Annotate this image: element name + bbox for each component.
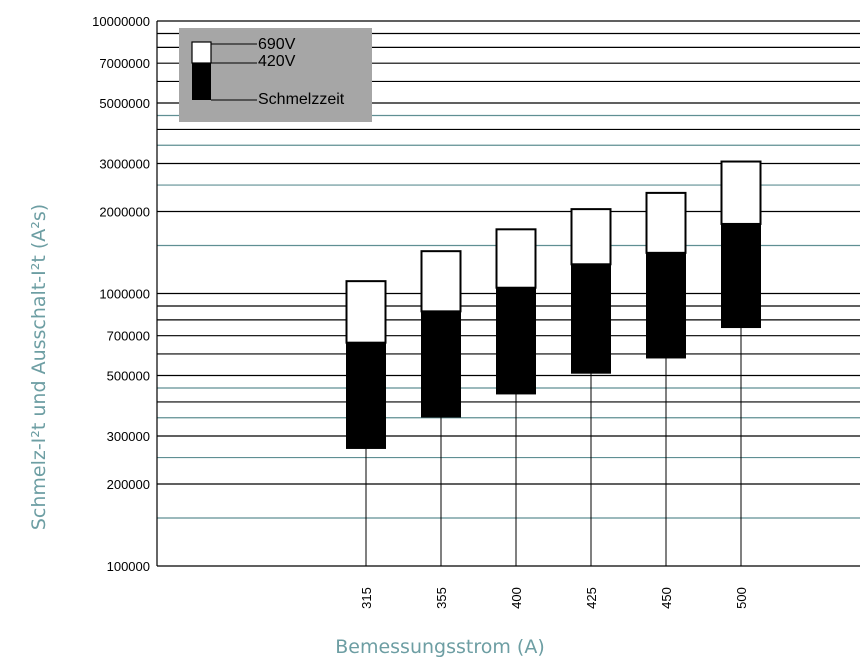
axes (156, 21, 860, 567)
y-tick-label: 200000 (107, 477, 150, 492)
x-axis-title: Bemessungsstrom (A) (335, 636, 545, 658)
bar-stems (365, 327, 742, 566)
y-tick-label: 5000000 (99, 96, 150, 111)
legend-swatch-420v (192, 63, 211, 100)
y-tick-label: 700000 (107, 329, 150, 344)
legend-label-schmelzzeit: Schmelzzeit (258, 91, 345, 108)
bar-420v-450 (646, 252, 686, 359)
legend-label-420v: 420V (258, 53, 296, 70)
bar-690v-315 (345, 280, 387, 344)
y-tick-labels: 100000 200000 300000 500000 700000 1000000 200… (92, 14, 150, 574)
bar-690v-425 (570, 208, 612, 266)
y-tick-label: 300000 (107, 429, 150, 444)
y-tick-label: 100000 (107, 559, 150, 574)
x-tick-labels: 315 355 400 425 450 500 (359, 587, 749, 609)
bar-420v-425 (571, 263, 611, 374)
bar-690v-450 (645, 191, 687, 254)
x-tick-label: 355 (434, 587, 449, 609)
bar-420v-355 (421, 310, 461, 418)
bar-690v-500 (720, 160, 762, 225)
y-axis-title: Schmelz-I²t und Ausschalt-I²t (A²s) (28, 204, 50, 530)
legend-label-690v: 690V (258, 36, 296, 53)
y-tick-label: 7000000 (99, 56, 150, 71)
bar-690v-355 (420, 250, 462, 313)
y-tick-label: 10000000 (92, 14, 150, 29)
legend: 690V 420V Schmelzzeit (179, 28, 372, 122)
legend-swatch-690v (191, 41, 212, 64)
x-tick-label: 400 (509, 587, 524, 609)
bars (345, 160, 762, 449)
y-tick-label: 3000000 (99, 156, 150, 171)
x-tick-label: 450 (659, 587, 674, 609)
y-tick-label: 2000000 (99, 204, 150, 219)
x-tick-label: 500 (734, 587, 749, 609)
bar-420v-315 (346, 342, 386, 449)
bar-420v-400 (496, 287, 536, 395)
y-tick-label: 1000000 (99, 287, 150, 302)
y-tick-label: 500000 (107, 369, 150, 384)
bar-690v-400 (495, 228, 537, 289)
x-tick-label: 315 (359, 587, 374, 609)
bar-420v-500 (721, 223, 761, 329)
x-tick-label: 425 (584, 587, 599, 609)
